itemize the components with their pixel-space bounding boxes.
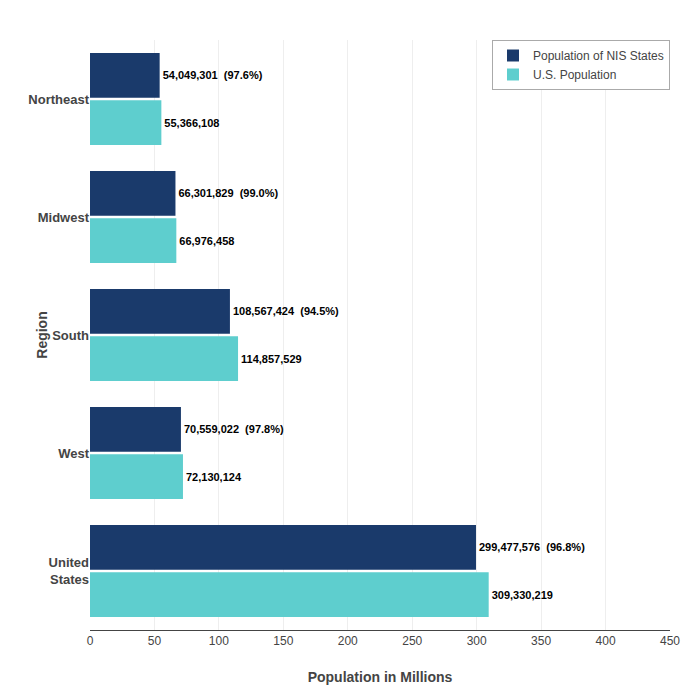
svg-text:50: 50 <box>148 634 162 648</box>
svg-text:200: 200 <box>338 634 358 648</box>
svg-text:54,049,301 (97.6%): 54,049,301 (97.6%) <box>163 69 263 81</box>
svg-text:309,330,219: 309,330,219 <box>492 589 553 601</box>
svg-text:250: 250 <box>402 634 422 648</box>
svg-text:72,130,124: 72,130,124 <box>186 471 242 483</box>
svg-text:70,559,022 (97.8%): 70,559,022 (97.8%) <box>184 423 284 435</box>
svg-text:South: South <box>52 328 89 343</box>
svg-text:100: 100 <box>209 634 229 648</box>
svg-text:UnitedStates: UnitedStates <box>49 555 90 587</box>
svg-text:400: 400 <box>596 634 616 648</box>
svg-text:Midwest: Midwest <box>38 210 90 225</box>
svg-text:Region: Region <box>34 311 50 358</box>
svg-text:Northeast: Northeast <box>28 92 89 107</box>
svg-text:114,857,529: 114,857,529 <box>241 353 302 365</box>
svg-text:West: West <box>58 446 89 461</box>
svg-text:350: 350 <box>531 634 551 648</box>
svg-text:Population in Millions: Population in Millions <box>308 669 453 685</box>
svg-text:55,366,108: 55,366,108 <box>164 117 219 129</box>
svg-text:108,567,424 (94.5%): 108,567,424 (94.5%) <box>233 305 339 317</box>
svg-text:300: 300 <box>467 634 487 648</box>
svg-text:299,477,576 (96.8%): 299,477,576 (96.8%) <box>479 541 585 553</box>
svg-text:0: 0 <box>87 634 94 648</box>
svg-text:Population of NIS States: Population of NIS States <box>533 49 664 63</box>
svg-text:66,976,458: 66,976,458 <box>179 235 234 247</box>
svg-text:150: 150 <box>273 634 293 648</box>
svg-text:66,301,829 (99.0%): 66,301,829 (99.0%) <box>178 187 278 199</box>
svg-text:450: 450 <box>660 634 680 648</box>
svg-text:U.S. Population: U.S. Population <box>533 68 616 82</box>
